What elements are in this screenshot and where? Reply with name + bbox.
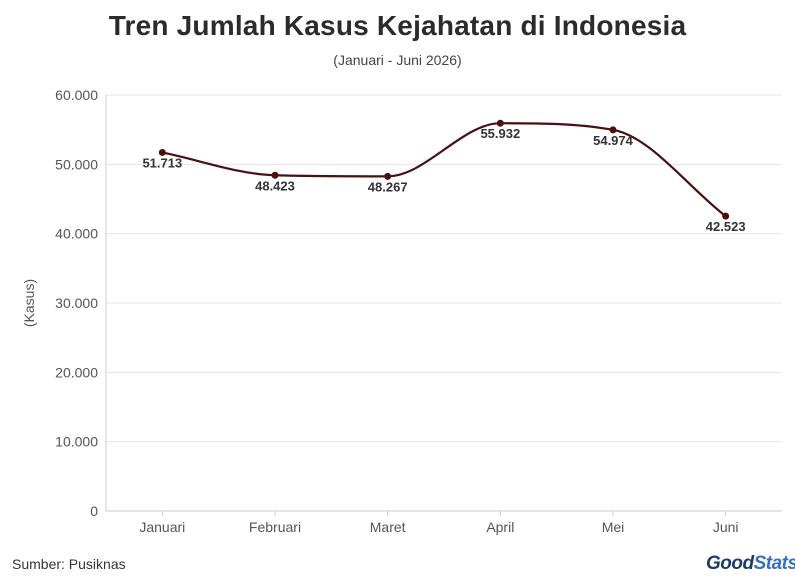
data-point [384,172,392,180]
data-label: 51.713 [142,155,182,170]
y-tick-label: 40.000 [55,226,98,242]
y-tick-label: 20.000 [55,364,98,380]
chart-title: Tren Jumlah Kasus Kejahatan di Indonesia [108,10,687,41]
data-point [271,171,279,179]
y-tick-label: 30.000 [55,295,98,311]
y-axis-title: (Kasus) [21,279,37,327]
y-tick-label: 50.000 [55,156,98,172]
data-point [158,148,166,156]
x-tick-label: April [486,519,514,535]
data-label: 48.267 [368,179,408,194]
goodstats-logo: GoodStats [706,553,795,575]
x-tick-label: Juni [713,519,739,535]
x-tick-label: Februari [249,519,301,535]
x-tick-label: Mei [602,519,625,535]
data-label: 54.974 [593,133,634,148]
data-label: 48.423 [255,178,295,193]
y-tick-label: 0 [90,503,98,519]
brand-logo-part2: Stats [753,553,795,574]
x-tick-label: Januari [139,519,185,535]
chart-subtitle: (Januari - Juni 2026) [333,52,462,68]
data-point [722,212,730,220]
brand-logo-part1: Good [706,553,754,574]
source-note: Sumber: Pusiknas [12,556,126,572]
series-line [162,122,727,218]
data-point [496,119,504,127]
data-label: 55.932 [480,126,520,141]
data-point [609,126,617,134]
x-tick-label: Maret [370,519,406,535]
data-label: 42.523 [706,219,746,234]
y-tick-label: 10.000 [55,434,98,450]
y-tick-label: 60.000 [55,87,98,103]
